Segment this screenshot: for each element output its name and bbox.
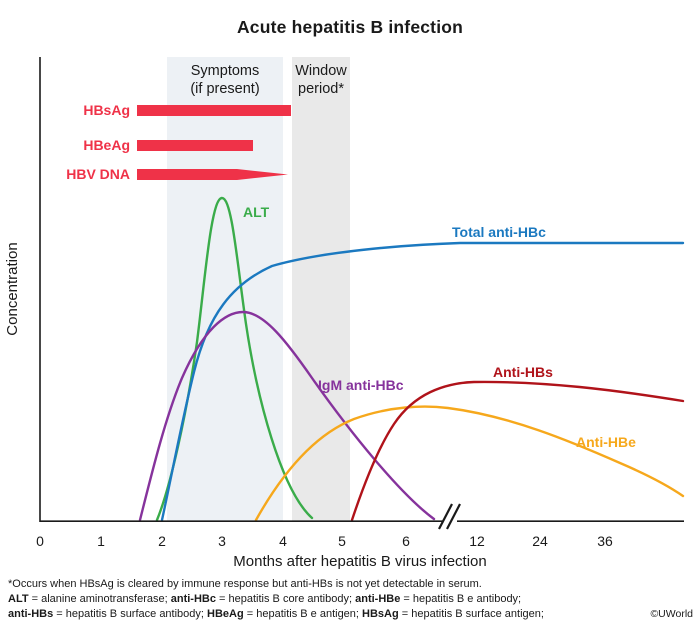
footnote-term: anti-HBe xyxy=(355,592,401,605)
x-tick-1: 1 xyxy=(97,533,105,549)
x-tick-3: 3 xyxy=(218,533,226,549)
x-tick-5: 5 xyxy=(338,533,346,549)
hbeag-bar xyxy=(137,140,253,151)
hbeag-label: HBeAg xyxy=(83,137,130,153)
footnote-term: HBsAg xyxy=(362,607,399,620)
anti-hbe-curve-label: Anti-HBe xyxy=(576,434,636,450)
hbv-dna-arrow xyxy=(137,169,288,180)
symptoms-band-label-line2: (if present) xyxy=(190,81,259,97)
page-title: Acute hepatitis B infection xyxy=(236,17,464,37)
x-tick-4: 4 xyxy=(279,533,287,549)
window-band-label-line2: period* xyxy=(298,81,344,97)
x-tick-0: 0 xyxy=(36,533,44,549)
anti-hbs-curve xyxy=(350,380,685,522)
footnote-text: = alanine aminotransferase; xyxy=(28,592,171,605)
footnote-line-1: *Occurs when HBsAg is cleared by immune … xyxy=(8,578,482,590)
copyright-notice: ©UWorld xyxy=(650,608,693,620)
window-period-band xyxy=(292,57,350,521)
x-tick-6: 6 xyxy=(402,533,410,549)
footnote-term: anti-HBc xyxy=(170,592,216,605)
footnote-line-2: ALT = alanine aminotransferase; anti-HBc… xyxy=(8,592,668,607)
anti-hbe-curve xyxy=(254,405,685,522)
footnote-term: anti-HBs xyxy=(8,607,54,620)
x-tick-2: 2 xyxy=(158,533,166,549)
hbsag-label: HBsAg xyxy=(83,102,130,118)
axis-break-icon xyxy=(438,503,461,530)
footnote-text: = hepatitis B e antigen; xyxy=(243,607,363,620)
x-tick-36: 36 xyxy=(597,533,613,549)
footnote-text: = hepatitis B core antibody; xyxy=(215,592,356,605)
footnote-term: HBeAg xyxy=(207,607,244,620)
igm-anti-hbc-curve xyxy=(138,310,436,522)
anti-hbs-curve-label: Anti-HBs xyxy=(493,364,553,380)
total-anti-hbc-curve-label: Total anti-HBc xyxy=(452,224,546,240)
symptoms-band xyxy=(167,57,283,521)
footnote-text: = hepatitis B e antibody; xyxy=(400,592,522,605)
window-band-label-line1: Window xyxy=(295,63,347,79)
total-anti-hbc-curve xyxy=(160,241,685,522)
symptoms-band-label-line1: Symptoms xyxy=(191,63,260,79)
footnote-line-3: anti-HBs = hepatitis B surface antibody;… xyxy=(8,607,668,622)
hbsag-bar xyxy=(137,105,291,116)
igm-anti-hbc-curve-label: IgM anti-HBc xyxy=(318,377,404,393)
hbv-dna-label: HBV DNA xyxy=(66,166,130,182)
x-axis-title: Months after hepatitis B virus infection xyxy=(233,553,486,570)
chart-canvas: Symptoms (if present) Window period* HBs… xyxy=(4,57,685,570)
y-axis-title: Concentration xyxy=(4,242,21,335)
x-tick-12: 12 xyxy=(469,533,485,549)
x-tick-24: 24 xyxy=(532,533,548,549)
footnote-text: = hepatitis B surface antigen; xyxy=(398,607,544,620)
footnote-text: = hepatitis B surface antibody; xyxy=(53,607,208,620)
footnotes: *Occurs when HBsAg is cleared by immune … xyxy=(8,577,668,621)
alt-curve-label: ALT xyxy=(243,204,270,220)
footnote-term: ALT xyxy=(8,592,29,605)
